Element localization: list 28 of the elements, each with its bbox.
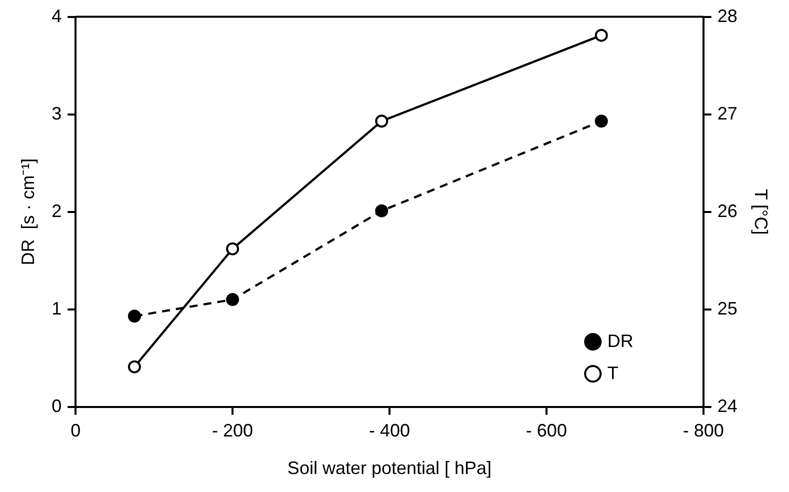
y2-tick-label: 27: [717, 103, 738, 124]
x-tick-label: - 600: [526, 420, 567, 441]
y2-tick-label: 28: [717, 6, 738, 26]
y2-tick-label: 26: [717, 200, 738, 221]
x-tick-label: 0: [70, 420, 81, 441]
x-tick-label: - 200: [212, 420, 254, 441]
point: [594, 28, 608, 42]
point: [226, 242, 240, 256]
x-tick-label: - 800: [682, 420, 724, 441]
point: [375, 204, 388, 218]
y-tick-label: 1: [52, 298, 62, 318]
legend-label: DR: [607, 330, 634, 351]
point: [226, 293, 240, 306]
point: [128, 310, 141, 323]
legend-label: T: [607, 362, 618, 383]
y-tick-label: 3: [52, 103, 62, 124]
y-tick-label: 0: [52, 396, 62, 416]
point: [128, 360, 141, 374]
y-tick-label: 2: [52, 200, 62, 221]
point: [375, 114, 388, 128]
y-tick-label: 4: [52, 6, 62, 26]
point: [594, 114, 608, 128]
y2-axis-title: T [°C]: [751, 188, 772, 235]
x-axis-title: Soil water potential [ hPa]: [287, 458, 492, 478]
y2-tick-label: 25: [717, 298, 738, 318]
x-tick-label: - 400: [368, 420, 410, 441]
y-axis-title: DR [s · cm⁻¹]: [18, 158, 38, 266]
y2-tick-label: 24: [717, 396, 738, 416]
